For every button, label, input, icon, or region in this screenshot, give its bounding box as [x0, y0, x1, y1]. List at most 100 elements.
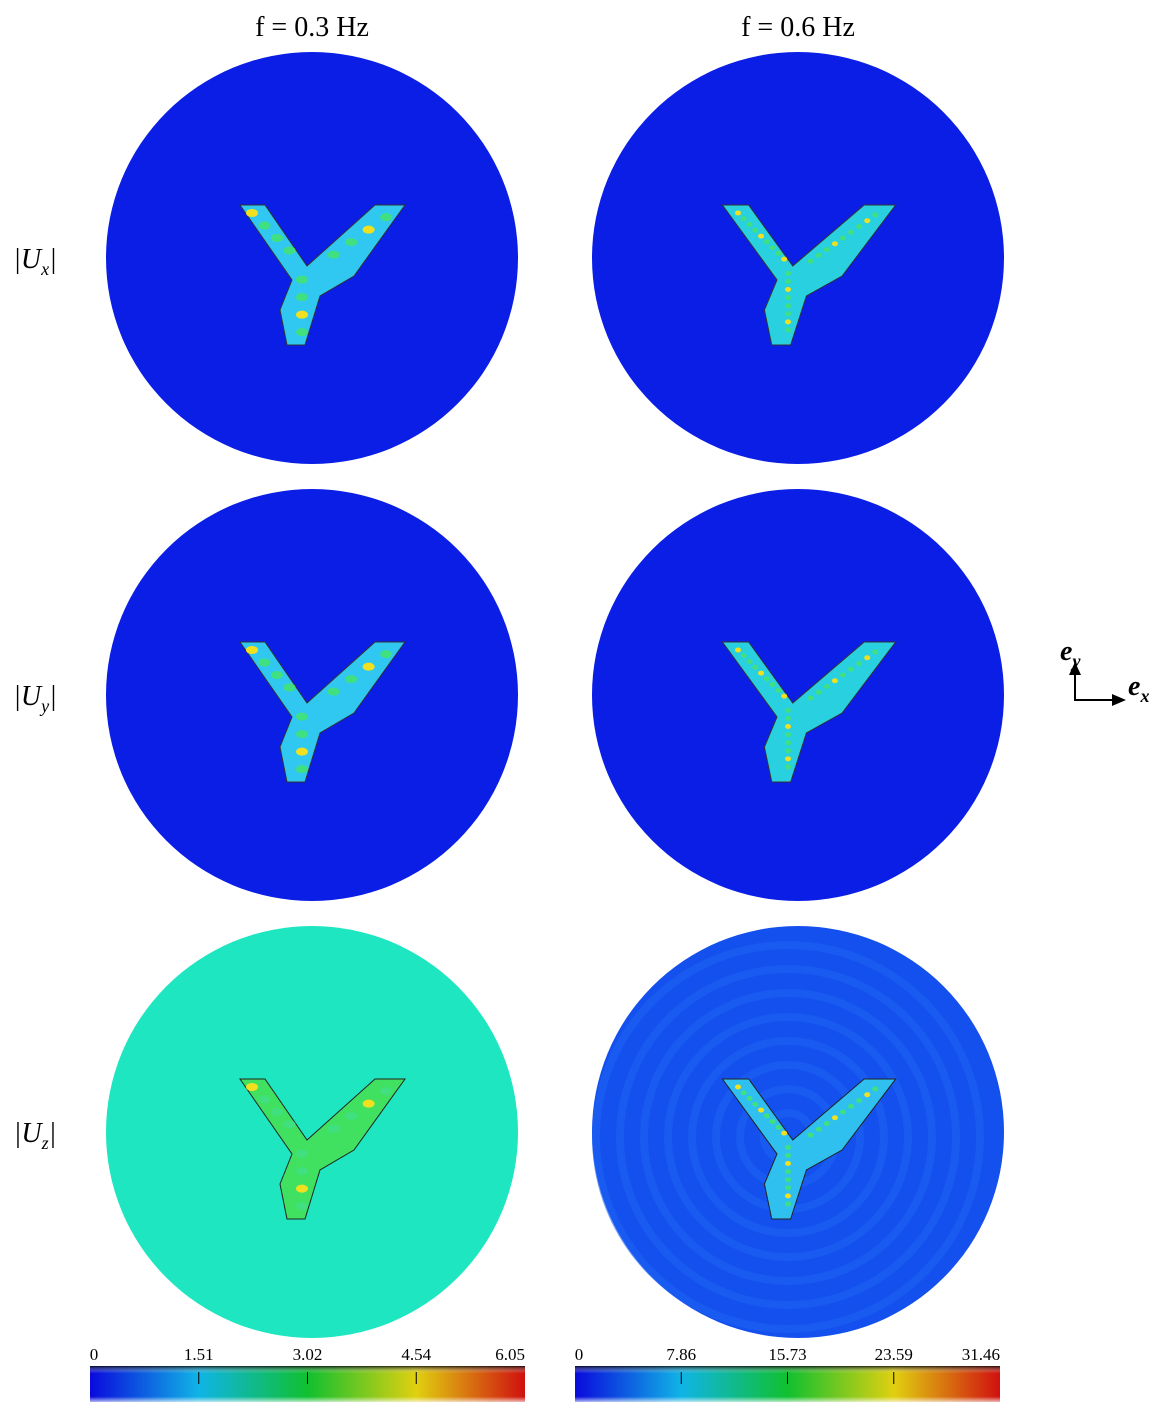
hotspot [345, 1112, 358, 1121]
field-disk [106, 52, 518, 464]
colorbar-tick-label: 31.46 [962, 1345, 1000, 1364]
hotspot [831, 1115, 838, 1121]
hotspot [872, 1086, 879, 1092]
hotspot [785, 1185, 791, 1191]
hotspot [283, 246, 296, 255]
label-sub: y [1070, 651, 1081, 671]
hotspot [246, 1083, 258, 1091]
hotspot [856, 1097, 863, 1103]
hotspot [807, 1132, 814, 1138]
hotspot [746, 659, 753, 665]
hotspot [246, 209, 258, 217]
hotspot [785, 327, 791, 333]
hotspot [740, 1090, 747, 1096]
label: |Uy| [13, 681, 57, 716]
hotspot [848, 229, 855, 235]
hotspot [246, 646, 258, 654]
hotspot [807, 258, 814, 264]
colorbar-tick-label: 3.02 [293, 1345, 323, 1364]
hotspot [283, 1120, 296, 1129]
label-main: e [1128, 671, 1140, 702]
hotspot [823, 247, 830, 253]
hotspot [327, 250, 340, 259]
hotspot [345, 675, 358, 684]
hotspot [271, 234, 283, 242]
hotspot [823, 684, 830, 690]
hotspot [775, 1124, 782, 1130]
hotspot [785, 740, 791, 746]
hotspot [769, 1119, 776, 1125]
hotspot [785, 756, 791, 762]
hotspot [864, 218, 871, 224]
hotspot [746, 222, 753, 228]
hotspot [752, 227, 759, 233]
colorbar-tick-label: 0 [90, 1345, 99, 1364]
hotspot [785, 1201, 791, 1207]
label-main: |U [13, 244, 43, 275]
hotspot [781, 1130, 788, 1136]
colorbar-tick-label: 23.59 [875, 1345, 913, 1364]
hotspot [362, 662, 375, 671]
hotspot [296, 275, 308, 284]
hotspot [848, 666, 855, 672]
colorbar-tick-label: 15.73 [768, 1345, 806, 1364]
hotspot [840, 1109, 846, 1115]
hotspot [785, 732, 791, 738]
label-sub: x [1139, 686, 1149, 706]
hotspot [362, 225, 375, 234]
hotspot [823, 1121, 830, 1127]
hotspot [856, 223, 863, 229]
hotspot [785, 311, 791, 317]
hotspot [380, 650, 393, 659]
hotspot [785, 707, 791, 713]
hotspot [362, 1099, 375, 1108]
hotspot [740, 653, 747, 659]
hotspot [872, 649, 879, 655]
hotspot [775, 250, 782, 256]
label-sub: y [39, 696, 49, 716]
hotspot [296, 293, 308, 302]
hotspot [815, 689, 822, 695]
hotspot [296, 1184, 308, 1193]
field-disk [592, 52, 1004, 464]
label-sub: z [41, 1133, 49, 1153]
hotspot [327, 687, 340, 696]
hotspot [746, 1096, 753, 1102]
hotspot [864, 655, 871, 661]
ripple [640, 989, 936, 1285]
hotspot [327, 1124, 340, 1133]
ripple [592, 941, 984, 1333]
ripple [664, 1013, 912, 1261]
hotspot [735, 647, 741, 653]
hotspot [775, 687, 782, 693]
hotspot [752, 1101, 759, 1107]
hotspot [785, 303, 791, 309]
hotspot [840, 235, 846, 241]
hotspot [758, 233, 765, 239]
hotspot [735, 1084, 741, 1090]
hotspot [785, 1177, 791, 1183]
hotspot [296, 328, 308, 337]
hotspot [785, 764, 791, 770]
hotspot [296, 712, 308, 721]
hotspot [271, 1108, 283, 1116]
colorbar-tick-label: 6.05 [495, 1345, 525, 1364]
arrow-head [1069, 662, 1081, 675]
hotspot [785, 715, 791, 721]
hotspot [283, 683, 296, 692]
hotspot [781, 693, 788, 699]
hotspot [758, 670, 765, 676]
hotspot [296, 730, 308, 739]
hotspot [296, 1167, 308, 1176]
label-end: | [49, 681, 57, 712]
colorbar-tick-label: 7.86 [666, 1345, 696, 1364]
hotspot [785, 270, 791, 276]
field-disk [106, 489, 518, 901]
hotspot [740, 216, 747, 222]
hotspot [831, 678, 838, 684]
hotspot [872, 212, 879, 218]
label-main: |U [14, 1118, 44, 1149]
hotspot [785, 1193, 791, 1199]
hotspot [769, 245, 776, 251]
